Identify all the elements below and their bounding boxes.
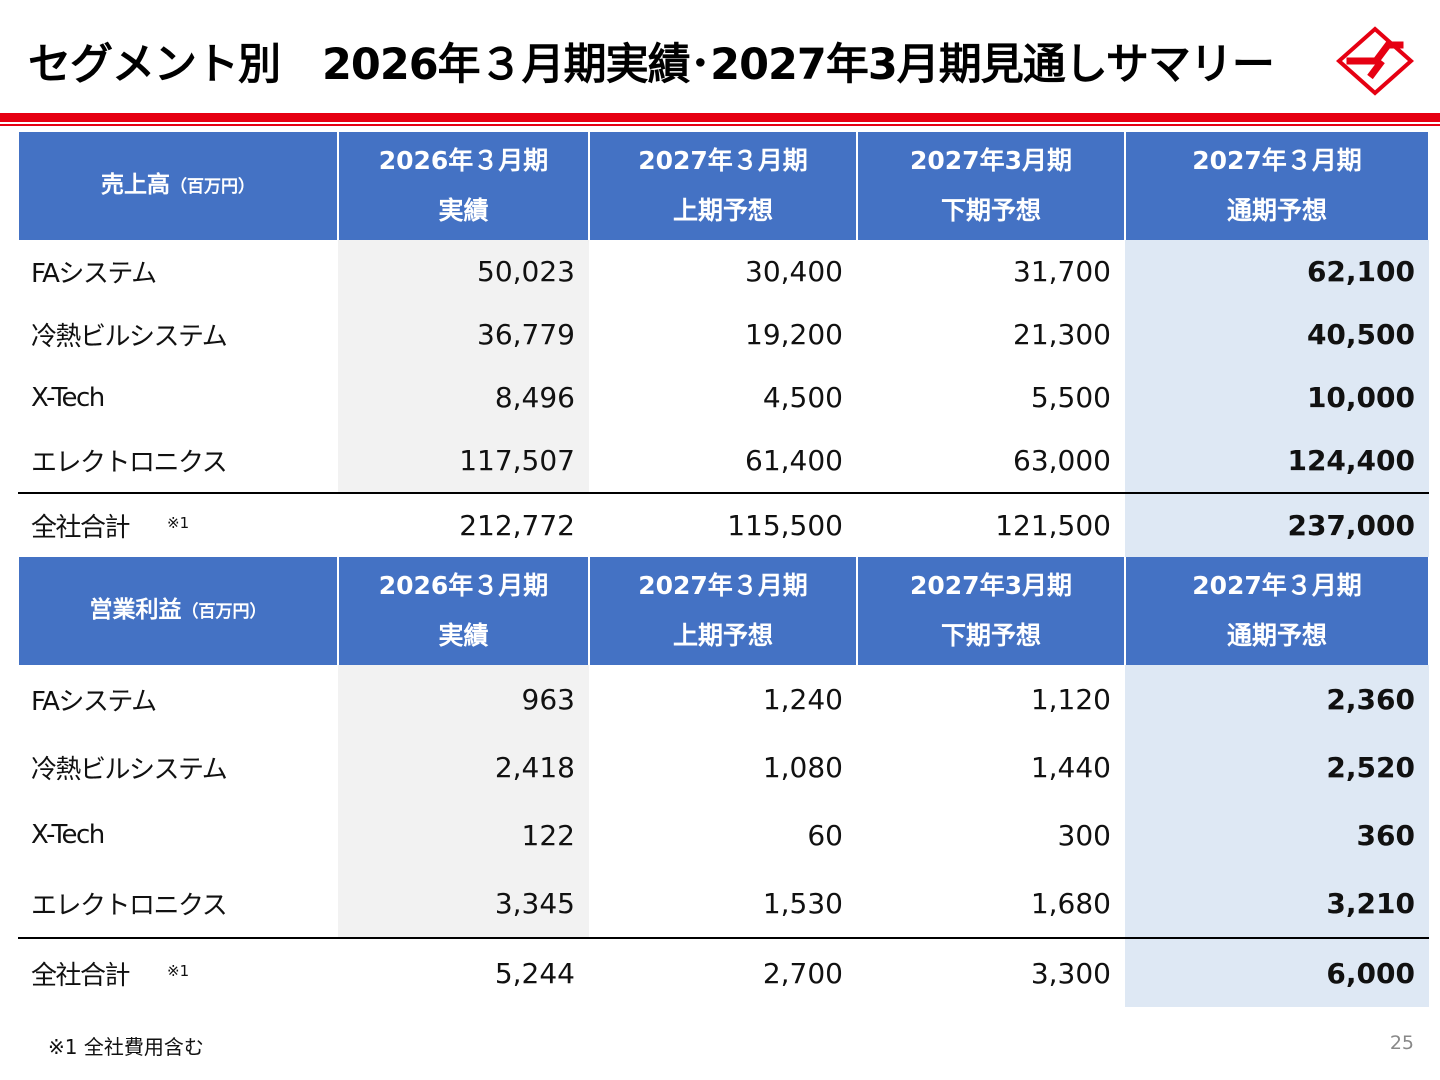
value-cell: 62,100 <box>1125 240 1429 303</box>
sales-label-header: 売上高（百万円） <box>17 132 339 240</box>
value-cell: 2,360 <box>1125 665 1429 733</box>
value-cell: 61,400 <box>745 444 843 477</box>
column-header-h1-forecast: 2027年３月期 上期予想 <box>588 132 858 240</box>
column-header-actual: 2026年３月期 実績 <box>337 132 590 240</box>
company-logo-icon <box>1336 26 1414 96</box>
table-row: X-Tech 8,496 4,500 5,500 10,000 <box>18 366 1429 429</box>
value-cell: 1,680 <box>1030 886 1111 920</box>
value-cell: 360 <box>1125 801 1429 869</box>
value-cell: 21,300 <box>1013 318 1111 351</box>
value-cell: 1,080 <box>762 750 843 784</box>
value-cell: 1,240 <box>762 682 843 716</box>
value-cell: 3,345 <box>338 869 589 938</box>
value-cell: 3,300 <box>857 937 1125 1007</box>
value-cell: 300 <box>1057 818 1111 852</box>
segment-name: エレクトロニクス <box>31 890 228 921</box>
table-row: エレクトロニクス 117,507 61,400 63,000 124,400 <box>18 429 1429 493</box>
value-cell: 1,530 <box>762 886 843 920</box>
total-label: 全社合計 <box>31 513 131 543</box>
value-cell: 122 <box>338 801 589 869</box>
op-label-header: 営業利益（百万円） <box>17 557 339 665</box>
table-row: 冷熱ビルシステム 36,779 19,200 21,300 40,500 <box>18 303 1429 366</box>
column-header-h2-forecast: 2027年3月期 下期予想 <box>856 132 1126 240</box>
segment-name: FAシステム <box>31 686 157 717</box>
value-cell: 31,700 <box>1013 255 1111 288</box>
value-cell: 5,500 <box>1030 381 1111 414</box>
total-row: 全社合計 ※1 5,244 2,700 3,300 6,000 <box>18 937 1429 1007</box>
operating-profit-table: 営業利益（百万円） 2026年３月期 実績 2027年３月期 上期予想 2027年3… <box>17 557 1430 1007</box>
page-number: 25 <box>1389 1032 1414 1054</box>
unit-label: （百万円） <box>170 177 255 197</box>
value-cell: 121,500 <box>857 492 1125 557</box>
footnote-mark: ※1 <box>167 961 190 980</box>
footnote-mark: ※1 <box>167 514 190 532</box>
value-cell: 115,500 <box>589 492 857 557</box>
value-cell: 30,400 <box>745 255 843 288</box>
value-cell: 1,440 <box>1030 750 1111 784</box>
value-cell: 4,500 <box>762 381 843 414</box>
table-label: 営業利益 <box>89 597 182 623</box>
header-red-band <box>0 113 1440 122</box>
total-label-cell: 全社合計 ※1 <box>18 937 338 1007</box>
value-cell: 237,000 <box>1125 492 1429 557</box>
segment-name: X-Tech <box>31 382 105 413</box>
value-cell: 50,023 <box>338 240 589 303</box>
value-cell: 6,000 <box>1125 937 1429 1007</box>
table-label: 売上高 <box>101 172 170 198</box>
value-cell: 1,120 <box>1030 682 1111 716</box>
table-header-row: 売上高（百万円） 2026年３月期 実績 2027年３月期 上期予想 2027年3月… <box>17 132 1430 240</box>
table-row: FAシステム 963 1,240 1,120 2,360 <box>18 665 1429 733</box>
value-cell: 40,500 <box>1125 303 1429 366</box>
value-cell: 60 <box>807 818 843 852</box>
value-cell: 2,418 <box>338 733 589 801</box>
total-row: 全社合計 ※1 212,772 115,500 121,500 237,000 <box>18 492 1429 557</box>
table-row: X-Tech 122 60 300 360 <box>18 801 1429 869</box>
header-red-line <box>0 124 1440 126</box>
page-title: セグメント別 2026年３月期実績･2027年3月期見通しサマリー <box>28 40 1275 90</box>
value-cell: 36,779 <box>338 303 589 366</box>
value-cell: 19,200 <box>745 318 843 351</box>
value-cell: 2,520 <box>1125 733 1429 801</box>
value-cell: 10,000 <box>1125 366 1429 429</box>
column-header-full-year-forecast: 2027年３月期 通期予想 <box>1124 557 1430 665</box>
sales-table: 売上高（百万円） 2026年３月期 実績 2027年３月期 上期予想 2027年3月… <box>17 132 1430 557</box>
value-cell: 963 <box>338 665 589 733</box>
segment-name: X-Tech <box>31 820 105 850</box>
total-label-cell: 全社合計 ※1 <box>18 492 338 557</box>
value-cell: 63,000 <box>1013 444 1111 477</box>
total-label: 全社合計 <box>31 960 131 991</box>
value-cell: 124,400 <box>1125 429 1429 493</box>
column-header-actual: 2026年３月期 実績 <box>337 557 590 665</box>
column-header-h2-forecast: 2027年3月期 下期予想 <box>856 557 1126 665</box>
value-cell: 212,772 <box>338 492 589 557</box>
value-cell: 3,210 <box>1125 869 1429 938</box>
segment-name: 冷熱ビルシステム <box>31 322 228 352</box>
segment-name: 冷熱ビルシステム <box>31 754 228 785</box>
footnote: ※1 全社費用含む <box>48 1035 204 1059</box>
segment-name: FAシステム <box>31 259 157 289</box>
value-cell: 117,507 <box>338 429 589 493</box>
unit-label: （百万円） <box>181 602 267 622</box>
value-cell: 2,700 <box>589 937 857 1007</box>
table-row: FAシステム 50,023 30,400 31,700 62,100 <box>18 240 1429 303</box>
column-header-full-year-forecast: 2027年３月期 通期予想 <box>1124 132 1430 240</box>
table-row: 冷熱ビルシステム 2,418 1,080 1,440 2,520 <box>18 733 1429 801</box>
segment-name: エレクトロニクス <box>31 448 228 478</box>
value-cell: 8,496 <box>338 366 589 429</box>
value-cell: 5,244 <box>338 937 589 1007</box>
table-header-row: 営業利益（百万円） 2026年３月期 実績 2027年３月期 上期予想 2027年3… <box>17 557 1430 665</box>
table-row: エレクトロニクス 3,345 1,530 1,680 3,210 <box>18 869 1429 938</box>
column-header-h1-forecast: 2027年３月期 上期予想 <box>588 557 858 665</box>
